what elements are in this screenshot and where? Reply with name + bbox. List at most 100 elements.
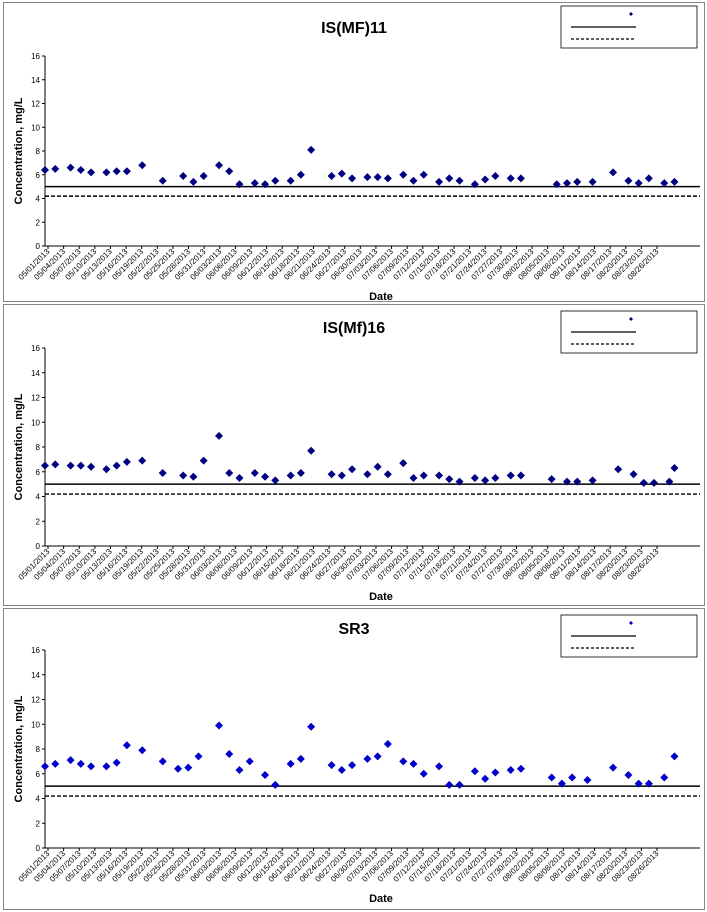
data-point (409, 759, 418, 768)
chart-sr3: SR3024681012141605/01/201305/04/201305/0… (13, 614, 700, 905)
y-tick-label: 0 (36, 844, 41, 853)
data-point (588, 476, 597, 485)
data-point (435, 471, 444, 480)
data-point (409, 176, 418, 185)
data-point (307, 446, 316, 455)
data-point (588, 177, 597, 186)
data-point (296, 170, 305, 179)
data-point (337, 766, 346, 775)
legend (560, 5, 698, 49)
data-point (51, 460, 60, 469)
data-point (199, 456, 208, 465)
data-point (516, 764, 525, 773)
y-tick-label: 10 (31, 418, 40, 427)
data-point (66, 163, 75, 172)
data-point (660, 773, 669, 782)
data-point (87, 762, 96, 771)
data-point (629, 470, 638, 479)
legend-marker-diamond (629, 621, 633, 625)
data-point (552, 180, 561, 189)
data-point (670, 752, 679, 761)
data-point (102, 168, 111, 177)
data-point (644, 779, 653, 788)
data-point (516, 174, 525, 183)
x-axis-title: Date (369, 591, 393, 603)
chart-title: IS(MF)11 (321, 20, 387, 37)
y-tick-label: 16 (31, 646, 40, 655)
data-point (76, 461, 85, 470)
data-point (624, 176, 633, 185)
data-point (102, 465, 111, 474)
y-tick-label: 14 (31, 671, 40, 680)
y-axis-title: Concentration, mg/L (13, 695, 25, 802)
data-point (639, 478, 648, 487)
data-point (419, 769, 428, 778)
data-point (383, 470, 392, 479)
data-point (199, 171, 208, 180)
y-axis-title: Concentration, mg/L (13, 97, 25, 204)
data-point (481, 774, 490, 783)
data-point (235, 766, 244, 775)
data-point (563, 179, 571, 188)
y-tick-label: 0 (36, 542, 41, 551)
data-point (189, 472, 198, 481)
data-point (470, 473, 479, 482)
data-point (138, 456, 147, 465)
data-point (138, 161, 147, 170)
y-tick-label: 8 (36, 147, 41, 156)
y-tick-label: 12 (31, 696, 40, 705)
data-point (51, 164, 60, 173)
data-point (286, 759, 295, 768)
data-point (337, 169, 346, 178)
data-point (179, 471, 188, 480)
data-point (179, 171, 188, 180)
data-point (158, 468, 167, 477)
data-point (215, 431, 223, 440)
legend-marker-diamond (629, 317, 633, 321)
data-point (363, 470, 372, 479)
x-axis-title: Date (369, 291, 393, 301)
y-tick-label: 10 (31, 123, 40, 132)
data-point (158, 176, 167, 185)
data-point (51, 759, 60, 768)
data-point (363, 173, 372, 182)
y-tick-label: 6 (36, 468, 41, 477)
data-point (665, 477, 674, 486)
data-point (41, 461, 49, 470)
data-point (373, 173, 382, 182)
data-point (409, 473, 418, 482)
y-tick-label: 4 (36, 795, 41, 804)
chart-is-mf-11: IS(MF)11024681012141605/01/201305/04/201… (13, 5, 700, 301)
data-point (609, 763, 618, 772)
data-point (455, 477, 464, 486)
data-point (583, 775, 592, 784)
data-point (261, 472, 270, 481)
data-point (563, 477, 571, 486)
data-point (363, 754, 372, 763)
data-point (225, 167, 234, 176)
data-point (348, 465, 357, 474)
y-tick-label: 2 (36, 819, 41, 828)
data-point (481, 175, 490, 184)
data-point (112, 461, 121, 470)
y-tick-label: 10 (31, 720, 40, 729)
data-point (337, 471, 346, 480)
data-point (102, 762, 111, 771)
data-point (235, 473, 244, 482)
data-point (470, 180, 479, 189)
data-point (614, 465, 623, 474)
data-point (296, 754, 305, 763)
data-point (261, 770, 270, 779)
data-point (491, 768, 500, 777)
y-tick-label: 12 (31, 100, 40, 109)
data-point (215, 721, 223, 730)
data-point (286, 471, 295, 480)
data-point (383, 740, 392, 749)
data-point (138, 746, 147, 755)
data-point (383, 174, 392, 183)
data-point (445, 780, 454, 789)
data-point (634, 179, 643, 188)
data-point (455, 780, 464, 789)
y-tick-label: 16 (31, 344, 40, 353)
data-point (506, 766, 515, 775)
